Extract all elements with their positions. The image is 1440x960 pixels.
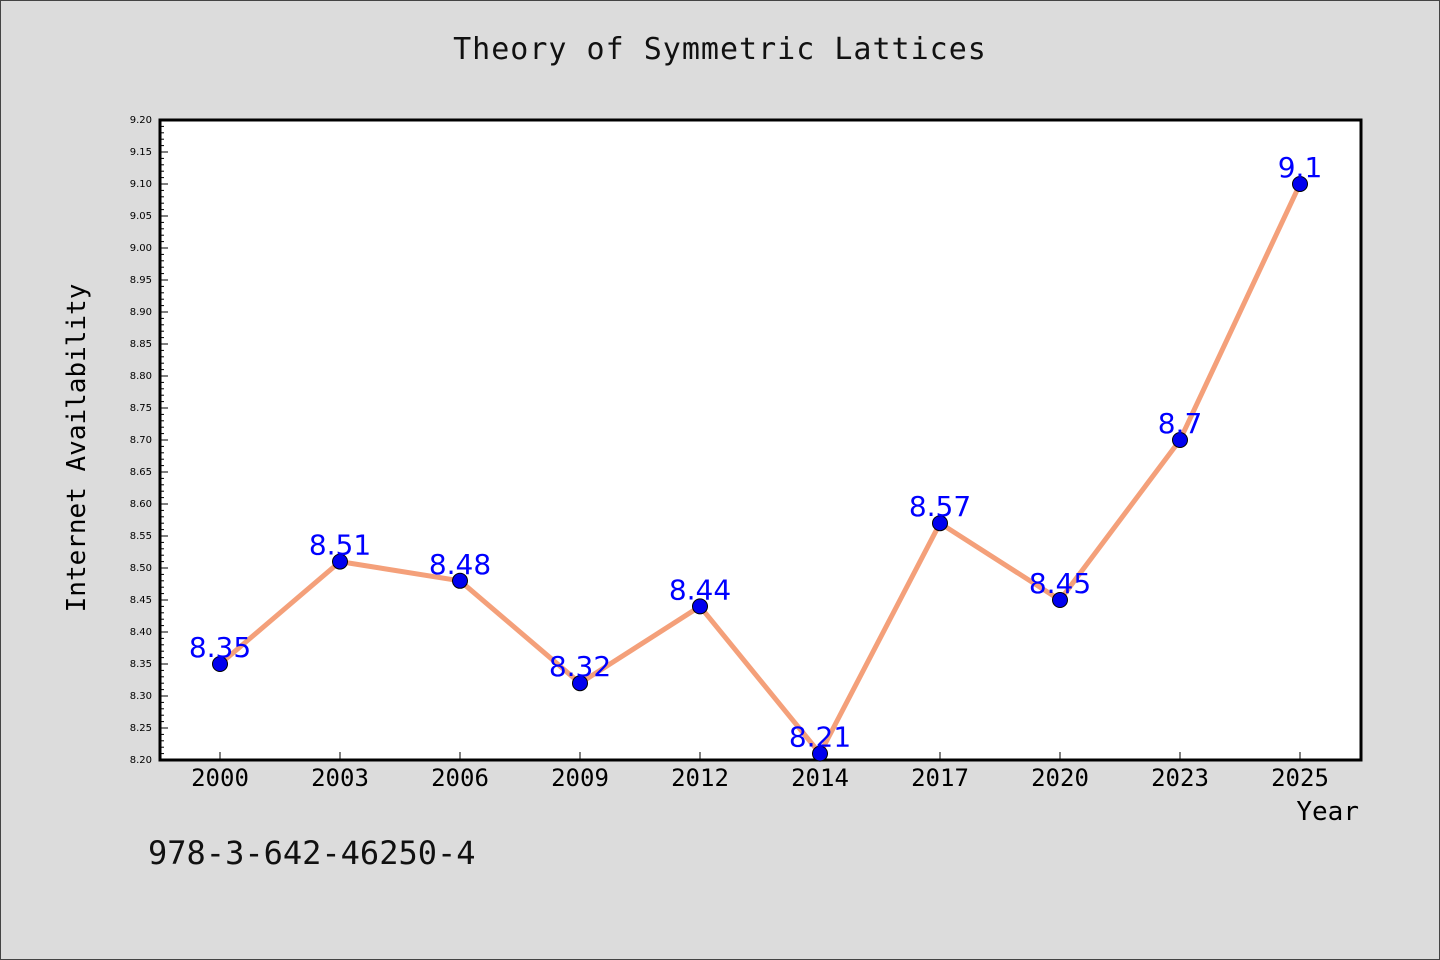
- y-tick-label: 8.40: [130, 627, 152, 638]
- data-label: 8.32: [549, 650, 611, 683]
- y-tick-label: 9.00: [130, 243, 152, 254]
- x-tick-label: 2017: [911, 764, 969, 792]
- data-label: 9.1: [1278, 151, 1323, 184]
- data-label: 8.48: [429, 548, 491, 581]
- data-point: [212, 656, 228, 672]
- data-point: [572, 675, 588, 692]
- x-tick-label: 2025: [1271, 764, 1329, 792]
- data-label: 8.35: [189, 631, 251, 664]
- y-tick-label: 8.30: [130, 691, 152, 702]
- x-tick-label: 2012: [671, 764, 729, 792]
- y-tick-label: 8.95: [130, 275, 152, 286]
- y-tick-label: 8.60: [130, 499, 152, 510]
- data-point: [932, 515, 948, 532]
- data-point: [1172, 432, 1188, 448]
- x-tick-label: 2003: [311, 764, 369, 792]
- y-tick-label: 9.20: [130, 115, 152, 126]
- x-tick-label: 2020: [1031, 764, 1089, 792]
- y-tick-label: 8.50: [130, 563, 152, 574]
- data-label: 8.57: [909, 490, 971, 523]
- x-tick-label: 2023: [1151, 764, 1209, 792]
- y-axis-label: Internet Availability: [62, 284, 92, 613]
- x-tick-label: 2014: [791, 764, 849, 792]
- x-tick-label: 2006: [431, 764, 489, 792]
- data-point: [1292, 176, 1308, 192]
- data-label: 8.44: [669, 573, 731, 606]
- x-tick-label: 2000: [191, 764, 249, 792]
- y-tick-label: 8.80: [130, 371, 152, 382]
- data-label: 8.45: [1029, 567, 1091, 600]
- y-tick-label: 8.20: [130, 755, 152, 766]
- plot-area: [158, 118, 1363, 762]
- y-tick-label: 9.10: [130, 179, 152, 190]
- y-tick-label: 8.70: [130, 435, 152, 446]
- data-point: [812, 745, 828, 762]
- y-tick-label: 8.55: [130, 531, 152, 542]
- y-tick-label: 8.75: [130, 403, 152, 414]
- x-axis-label: Year: [1296, 797, 1359, 827]
- y-tick-label: 8.90: [130, 307, 152, 318]
- data-point: [692, 598, 708, 615]
- data-label: 8.21: [789, 721, 851, 754]
- y-tick-label: 8.85: [130, 339, 152, 350]
- data-label: 8.51: [309, 529, 371, 562]
- data-label: 8.7: [1158, 407, 1203, 440]
- isbn-footer: 978-3-642-46250-4: [148, 834, 476, 872]
- series-line: [217, 181, 1303, 757]
- y-tick-label: 9.15: [130, 147, 152, 158]
- y-tick-label: 8.35: [130, 659, 152, 670]
- y-tick-label: 8.65: [130, 467, 152, 478]
- x-tick-label: 2009: [551, 764, 609, 792]
- data-point: [1052, 592, 1068, 608]
- y-tick-label: 8.45: [130, 595, 152, 606]
- data-point: [452, 572, 468, 589]
- chart-title: Theory of Symmetric Lattices: [453, 32, 987, 67]
- data-point: [332, 553, 348, 570]
- y-tick-label: 9.05: [130, 211, 152, 222]
- y-tick-label: 8.25: [130, 723, 152, 734]
